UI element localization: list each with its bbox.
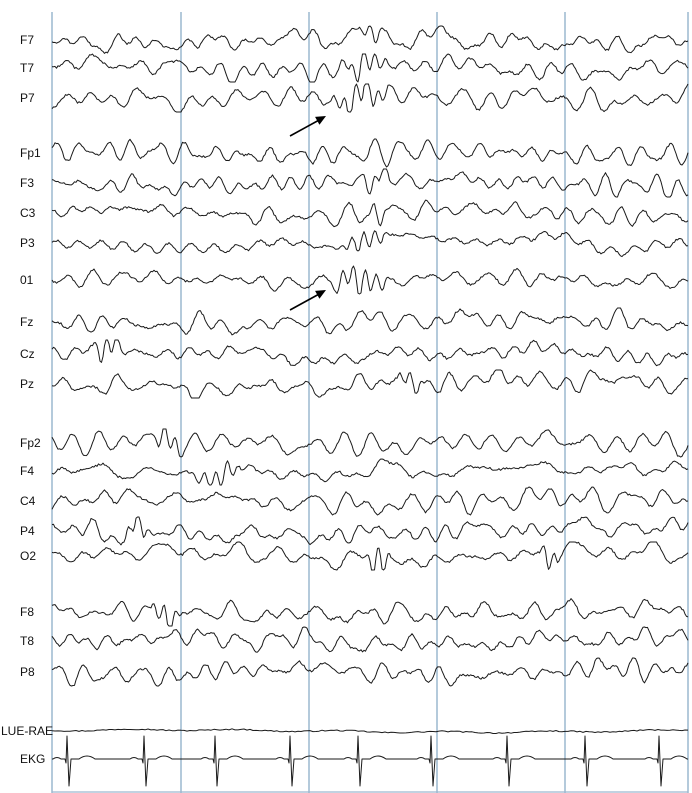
eeg-traces xyxy=(51,25,689,787)
channel-label: Fz xyxy=(20,315,33,329)
channel-label: T7 xyxy=(20,61,34,75)
channel-label: C4 xyxy=(20,494,36,508)
channel-label: P7 xyxy=(20,91,35,105)
channel-label: 01 xyxy=(20,273,34,287)
arrow-head xyxy=(315,290,326,299)
trace-c3 xyxy=(51,199,689,228)
trace-f7 xyxy=(51,25,689,54)
second-dividers xyxy=(51,12,689,793)
trace-t8 xyxy=(51,626,689,653)
channel-label: P8 xyxy=(20,665,35,679)
trace-p3 xyxy=(51,230,689,258)
arrow-head xyxy=(315,116,326,125)
channel-label: Fp1 xyxy=(20,146,41,160)
trace-01 xyxy=(51,265,689,295)
trace-p4 xyxy=(51,516,689,546)
trace-f4 xyxy=(51,458,689,486)
trace-f8 xyxy=(51,598,689,627)
trace-cz xyxy=(51,339,689,367)
arrow-line xyxy=(289,118,322,137)
annotation-arrows xyxy=(289,116,326,311)
trace-lue-rae xyxy=(51,728,689,734)
channel-label: Fp2 xyxy=(20,436,41,450)
trace-pz xyxy=(51,369,689,399)
arrow-line xyxy=(289,292,322,311)
channel-label: EKG xyxy=(20,752,45,766)
channel-label: Cz xyxy=(20,347,35,361)
trace-c4 xyxy=(51,486,689,516)
channel-label: P4 xyxy=(20,524,35,538)
channel-label: C3 xyxy=(20,206,36,220)
channel-label: P3 xyxy=(20,236,35,250)
channel-labels: F7 T7 P7 Fp1 F3 C3 P3 01 Fz Cz Pz Fp2 F4 C4 P4 O2 F8 T8 P8… xyxy=(1,33,53,766)
channel-label: F4 xyxy=(20,464,34,478)
trace-p8 xyxy=(51,657,689,687)
channel-label: Pz xyxy=(20,377,34,391)
trace-p7 xyxy=(51,83,689,113)
trace-fz xyxy=(51,307,689,336)
trace-fp2 xyxy=(51,428,689,458)
channel-label: O2 xyxy=(20,549,36,563)
channel-label: LUE-RAE xyxy=(1,724,53,738)
trace-fp1 xyxy=(51,138,689,168)
trace-t7 xyxy=(52,53,689,83)
channel-label: F8 xyxy=(20,605,34,619)
trace-f3 xyxy=(51,168,689,198)
channel-label: T8 xyxy=(20,634,34,648)
trace-o2 xyxy=(51,541,689,571)
channel-label: F3 xyxy=(20,176,34,190)
channel-label: F7 xyxy=(20,33,34,47)
trace-ekg xyxy=(52,735,688,787)
